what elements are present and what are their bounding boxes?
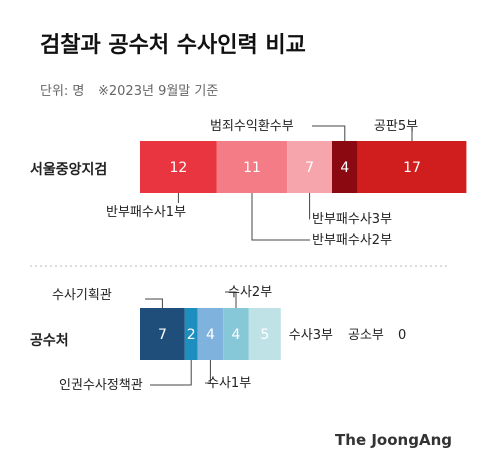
bar-value-label-0-3: 4 — [340, 160, 349, 176]
bar-value-label-1-3: 4 — [232, 327, 241, 343]
seoul-central-bar: 12 11 7 4 17 — [140, 141, 466, 193]
bar-value-label-1-2: 4 — [206, 327, 215, 343]
segment-name-label-1-4: 수사3부 — [289, 328, 333, 343]
zero-unit-value: 0 — [398, 328, 406, 343]
bar-value-label-1-1: 2 — [187, 327, 196, 343]
zero-unit-label: 공소부 — [348, 328, 384, 343]
bar-value-label-1-4: 5 — [260, 327, 269, 343]
segment-name-label-0-0: 반부패수사1부 — [106, 205, 186, 220]
bar-value-label-0-2: 7 — [305, 160, 314, 176]
credit-logo: The JoongAng — [335, 431, 452, 449]
leader-line-0-3 — [312, 126, 345, 141]
leader-line-1-0 — [145, 299, 162, 308]
segment-name-label-1-3: 수사2부 — [228, 285, 272, 300]
segment-name-label-0-1: 반부패수사2부 — [312, 233, 392, 248]
segment-name-label-0-3: 범죄수익환수부 — [210, 119, 294, 134]
category-label-cio: 공수처 — [30, 333, 69, 349]
unit-label: 단위: 명 — [40, 84, 84, 99]
bar-value-label-0-4: 17 — [403, 160, 421, 176]
category-label-seoul-central: 서울중앙지검 — [30, 161, 107, 178]
bar-value-label-0-1: 11 — [243, 160, 261, 176]
segment-name-label-1-0: 수사기획관 — [52, 288, 112, 303]
bar-value-label-0-0: 12 — [169, 160, 187, 176]
segment-name-label-0-2: 반부패수사3부 — [312, 212, 392, 227]
leader-line-1-1 — [150, 360, 191, 385]
leader-line-0-1 — [252, 193, 310, 240]
bar-value-label-1-0: 7 — [158, 327, 167, 343]
segment-name-label-1-2: 수사1부 — [207, 376, 251, 391]
date-note: ※2023년 9월말 기준 — [98, 84, 218, 99]
segment-name-label-0-4: 공판5부 — [374, 119, 418, 134]
segment-name-label-1-1: 인권수사정책관 — [59, 378, 143, 393]
chart-title: 검찰과 공수처 수사인력 비교 — [40, 33, 306, 58]
